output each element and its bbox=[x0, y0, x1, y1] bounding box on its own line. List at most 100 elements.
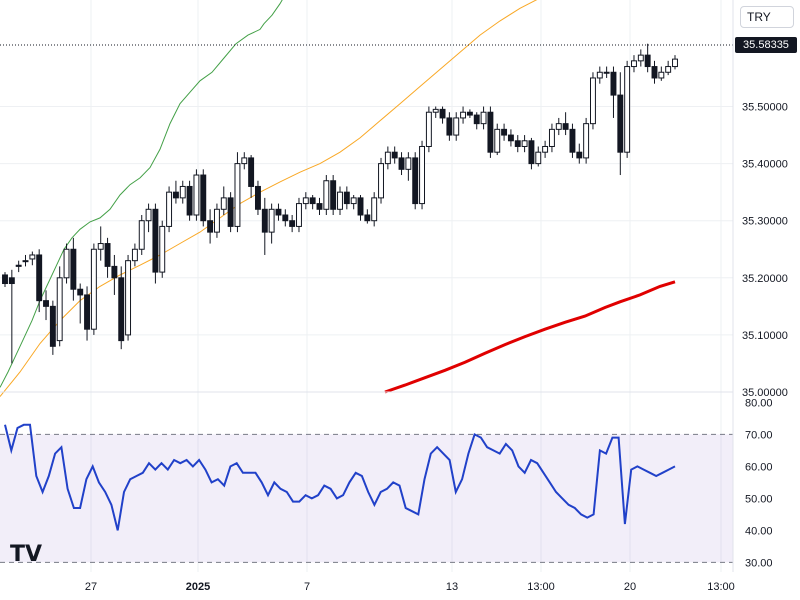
candle bbox=[84, 286, 91, 341]
candle bbox=[651, 60, 658, 84]
candle bbox=[261, 197, 268, 255]
candle bbox=[207, 209, 214, 244]
y-tick-label: 35.10000 bbox=[742, 330, 788, 342]
candle bbox=[22, 254, 29, 267]
candle-body-up bbox=[535, 151, 542, 165]
candle bbox=[200, 169, 207, 227]
candle-body-down bbox=[227, 197, 234, 227]
candle bbox=[131, 243, 138, 267]
candle bbox=[145, 203, 152, 233]
last-price-badge: 35.58335 bbox=[735, 37, 797, 53]
candle bbox=[405, 152, 412, 181]
candle-body-up bbox=[624, 66, 631, 153]
candle bbox=[77, 283, 84, 324]
candle bbox=[186, 180, 193, 221]
candle-body-down bbox=[118, 277, 125, 342]
candle-body-down bbox=[576, 151, 583, 159]
candle bbox=[419, 140, 426, 210]
candle bbox=[227, 192, 234, 233]
candle bbox=[36, 249, 43, 313]
x-tick-label: 13 bbox=[446, 581, 458, 593]
candle-body-down bbox=[186, 185, 193, 216]
candle bbox=[487, 106, 494, 158]
candle-body-down bbox=[309, 197, 316, 205]
candle bbox=[323, 175, 330, 215]
candle-body-up bbox=[637, 54, 644, 62]
candle-body-up bbox=[658, 71, 665, 79]
candle-body-down bbox=[282, 214, 289, 222]
currency-selector[interactable]: TRY bbox=[740, 6, 794, 28]
candle-body-down bbox=[261, 208, 268, 233]
rsi-tick-label: 40.00 bbox=[745, 525, 773, 537]
candle-body-down bbox=[104, 243, 111, 267]
candle bbox=[583, 117, 590, 164]
candle bbox=[412, 152, 419, 210]
candle bbox=[425, 106, 432, 153]
candle-body-down bbox=[8, 277, 15, 285]
candle-body-down bbox=[289, 220, 296, 227]
candle bbox=[111, 254, 118, 295]
candle bbox=[234, 152, 241, 233]
candle-body-up bbox=[179, 185, 186, 199]
candle-body-up bbox=[548, 128, 555, 147]
candle-body-up bbox=[542, 145, 549, 153]
candle-body-down bbox=[501, 128, 508, 136]
candle bbox=[637, 49, 644, 67]
candle-body-down bbox=[439, 108, 446, 119]
candle bbox=[548, 123, 555, 153]
candle bbox=[29, 251, 36, 266]
candle-body-up bbox=[323, 180, 330, 210]
candle-body-up bbox=[166, 191, 173, 227]
candle-body-up bbox=[494, 128, 501, 153]
candle bbox=[357, 195, 364, 221]
candle bbox=[15, 260, 22, 273]
candle-body-down bbox=[398, 157, 405, 170]
candle bbox=[213, 203, 220, 238]
candle bbox=[569, 123, 576, 158]
candle-body-down bbox=[610, 71, 617, 96]
candle bbox=[624, 60, 631, 158]
candle-body-down bbox=[651, 66, 658, 79]
candle-body-up bbox=[213, 208, 220, 233]
candle bbox=[296, 197, 302, 233]
candle bbox=[289, 215, 296, 233]
candle bbox=[562, 112, 569, 136]
candle bbox=[282, 209, 289, 227]
candle-body-down bbox=[84, 294, 91, 330]
candle-body-up bbox=[337, 191, 343, 210]
candle-body-up bbox=[145, 208, 152, 222]
candle-body-down bbox=[473, 114, 480, 125]
y-axis-labels: 35.50000 35.40000 35.30000 35.20000 35.10000… bbox=[742, 102, 788, 570]
candle-body-down bbox=[562, 123, 569, 130]
candle-body-up bbox=[480, 111, 487, 125]
candle-body-up bbox=[125, 260, 132, 336]
y-tick-label: 35.40000 bbox=[742, 159, 788, 171]
candle-body-down bbox=[49, 305, 56, 347]
candle bbox=[254, 180, 261, 215]
candle-body-up bbox=[138, 220, 145, 250]
rsi-line bbox=[4, 423, 676, 531]
candle bbox=[432, 106, 439, 118]
tradingview-logo: TV bbox=[10, 542, 42, 567]
candle bbox=[473, 112, 480, 130]
candle bbox=[603, 66, 610, 78]
candle-body-up bbox=[220, 197, 227, 210]
candle-body-up bbox=[631, 60, 637, 68]
candle bbox=[371, 192, 378, 227]
candle bbox=[343, 186, 350, 210]
candle-body-down bbox=[43, 300, 49, 307]
candle bbox=[104, 237, 111, 278]
candle bbox=[179, 180, 186, 204]
ma-slow bbox=[384, 280, 676, 394]
y-tick-label: 35.00000 bbox=[742, 387, 788, 399]
candle-body-down bbox=[446, 117, 453, 136]
candle-body-down bbox=[330, 180, 337, 210]
candle bbox=[378, 157, 384, 204]
candle-body-down bbox=[70, 248, 77, 290]
x-tick-label: 2025 bbox=[186, 581, 210, 593]
candle-body-up bbox=[90, 248, 97, 330]
rsi-path bbox=[4, 423, 676, 531]
candle-body-down bbox=[207, 220, 214, 233]
candle-body-up bbox=[56, 277, 63, 342]
